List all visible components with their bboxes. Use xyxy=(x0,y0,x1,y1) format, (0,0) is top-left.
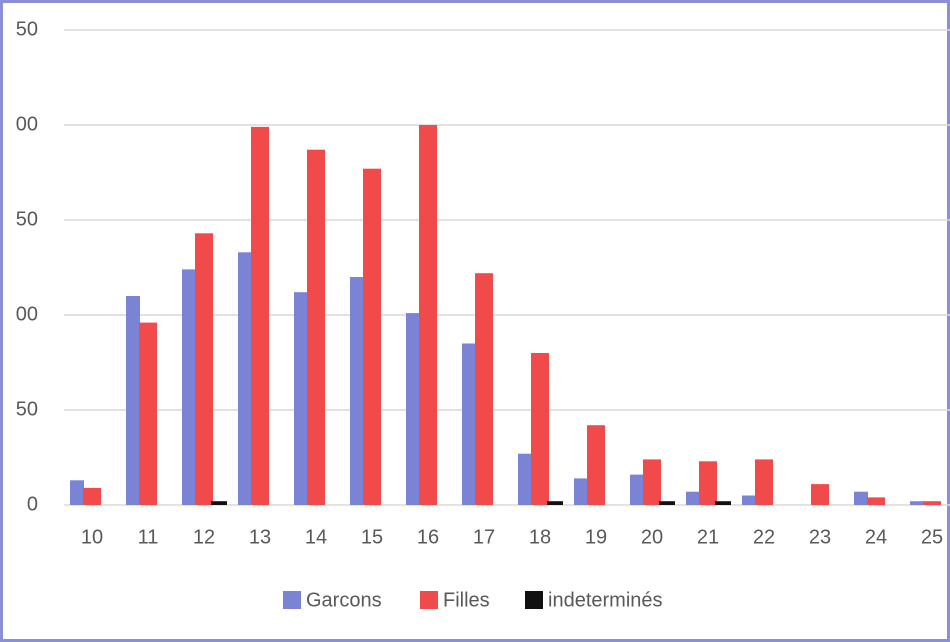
y-tick-label: 00 xyxy=(16,113,38,135)
y-tick-label: 50 xyxy=(16,18,38,40)
x-tick-label: 16 xyxy=(417,526,439,548)
legend-label: indeterminés xyxy=(548,589,663,611)
bar xyxy=(406,313,420,505)
bar xyxy=(643,459,661,505)
bar xyxy=(910,501,924,505)
y-tick-label: 50 xyxy=(16,208,38,230)
bar xyxy=(531,353,549,505)
bar xyxy=(518,453,532,505)
bar xyxy=(574,478,588,505)
legend-label: Filles xyxy=(443,589,490,611)
y-tick-label: 0 xyxy=(27,493,38,515)
x-tick-label: 11 xyxy=(138,526,159,548)
legend-swatch xyxy=(525,591,543,609)
bar xyxy=(126,296,140,505)
x-tick-label: 24 xyxy=(865,526,887,548)
x-tick-label: 17 xyxy=(473,526,495,548)
bar xyxy=(139,322,157,505)
bar xyxy=(238,252,252,505)
legend-swatch xyxy=(283,591,301,609)
bar xyxy=(755,459,773,505)
x-tick-label: 13 xyxy=(249,526,271,548)
bar xyxy=(294,292,308,505)
bar xyxy=(475,273,493,505)
x-tick-label: 18 xyxy=(529,526,551,548)
legend-swatch xyxy=(420,591,438,609)
legend-label: Garcons xyxy=(306,589,382,611)
y-tick-label: 50 xyxy=(16,398,38,420)
bar xyxy=(195,233,213,506)
bar xyxy=(686,491,700,505)
bar xyxy=(547,501,563,505)
bar xyxy=(587,425,605,505)
x-tick-label: 19 xyxy=(585,526,607,548)
bar xyxy=(699,461,717,505)
bar xyxy=(867,497,885,505)
bar xyxy=(811,484,829,505)
bar xyxy=(923,501,941,505)
x-tick-label: 15 xyxy=(361,526,383,548)
x-tick-label: 14 xyxy=(305,526,327,548)
bar xyxy=(630,474,644,505)
bar xyxy=(854,491,868,505)
bar xyxy=(211,501,227,505)
x-tick-label: 10 xyxy=(81,526,103,548)
bar xyxy=(350,277,364,505)
bar xyxy=(363,168,381,505)
x-tick-label: 22 xyxy=(753,526,775,548)
bar xyxy=(307,149,325,505)
bar xyxy=(251,126,269,506)
x-tick-label: 23 xyxy=(809,526,831,548)
bar xyxy=(83,487,101,505)
x-tick-label: 21 xyxy=(697,526,719,548)
bar xyxy=(659,501,675,505)
x-tick-label: 20 xyxy=(641,526,663,548)
bar xyxy=(182,269,196,505)
bar xyxy=(70,480,84,505)
bar xyxy=(462,343,476,505)
x-tick-label: 25 xyxy=(921,526,943,548)
x-tick-label: 12 xyxy=(193,526,215,548)
bar xyxy=(715,501,731,505)
bar xyxy=(419,125,437,505)
y-tick-label: 00 xyxy=(16,303,38,325)
bar xyxy=(742,495,756,505)
